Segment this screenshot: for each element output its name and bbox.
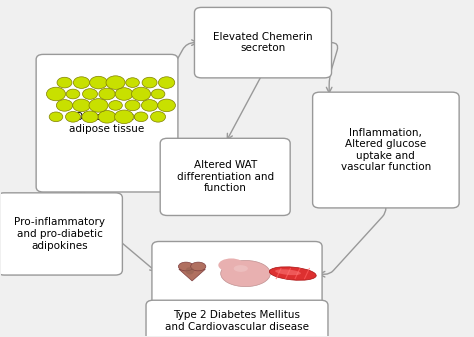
Ellipse shape <box>126 78 139 87</box>
FancyBboxPatch shape <box>0 193 122 275</box>
Ellipse shape <box>56 100 73 111</box>
FancyBboxPatch shape <box>160 138 290 215</box>
Ellipse shape <box>89 99 108 112</box>
Ellipse shape <box>234 265 248 272</box>
Ellipse shape <box>90 76 108 89</box>
Ellipse shape <box>178 262 193 271</box>
Text: Obese white
adipose tissue: Obese white adipose tissue <box>69 113 145 134</box>
Text: Pro-inflammatory
and pro-diabetic
adipokines: Pro-inflammatory and pro-diabetic adipok… <box>14 217 105 250</box>
Text: Elevated Chemerin
secreton: Elevated Chemerin secreton <box>213 32 313 54</box>
Ellipse shape <box>99 88 115 100</box>
Ellipse shape <box>98 111 116 123</box>
Ellipse shape <box>49 112 63 122</box>
Ellipse shape <box>131 87 151 101</box>
Ellipse shape <box>73 99 91 112</box>
Ellipse shape <box>219 258 244 272</box>
Ellipse shape <box>125 100 140 111</box>
Ellipse shape <box>115 88 133 100</box>
FancyBboxPatch shape <box>36 54 178 192</box>
Ellipse shape <box>275 269 301 275</box>
Ellipse shape <box>142 77 157 88</box>
Ellipse shape <box>151 112 165 122</box>
Ellipse shape <box>158 99 175 112</box>
Ellipse shape <box>46 87 65 101</box>
Ellipse shape <box>221 261 270 287</box>
Ellipse shape <box>158 77 175 88</box>
Ellipse shape <box>66 89 80 99</box>
Ellipse shape <box>185 267 194 275</box>
Ellipse shape <box>109 100 122 110</box>
Ellipse shape <box>57 77 72 88</box>
Polygon shape <box>179 269 205 281</box>
FancyBboxPatch shape <box>152 242 322 307</box>
Ellipse shape <box>65 112 81 122</box>
FancyBboxPatch shape <box>146 300 328 337</box>
Ellipse shape <box>115 110 134 124</box>
Text: Altered WAT
differentiation and
function: Altered WAT differentiation and function <box>177 160 274 193</box>
Ellipse shape <box>151 89 165 99</box>
Ellipse shape <box>269 267 316 280</box>
Ellipse shape <box>141 100 158 111</box>
Ellipse shape <box>82 89 98 99</box>
Ellipse shape <box>191 262 206 271</box>
FancyBboxPatch shape <box>194 7 331 78</box>
FancyBboxPatch shape <box>313 92 459 208</box>
Ellipse shape <box>73 77 90 88</box>
Ellipse shape <box>106 76 125 89</box>
Ellipse shape <box>82 111 98 123</box>
Text: Type 2 Diabetes Mellitus
and Cardiovascular disease: Type 2 Diabetes Mellitus and Cardiovascu… <box>165 310 309 332</box>
Text: Inflammation,
Altered glucose
uptake and
vascular function: Inflammation, Altered glucose uptake and… <box>341 128 431 173</box>
Ellipse shape <box>134 112 148 122</box>
